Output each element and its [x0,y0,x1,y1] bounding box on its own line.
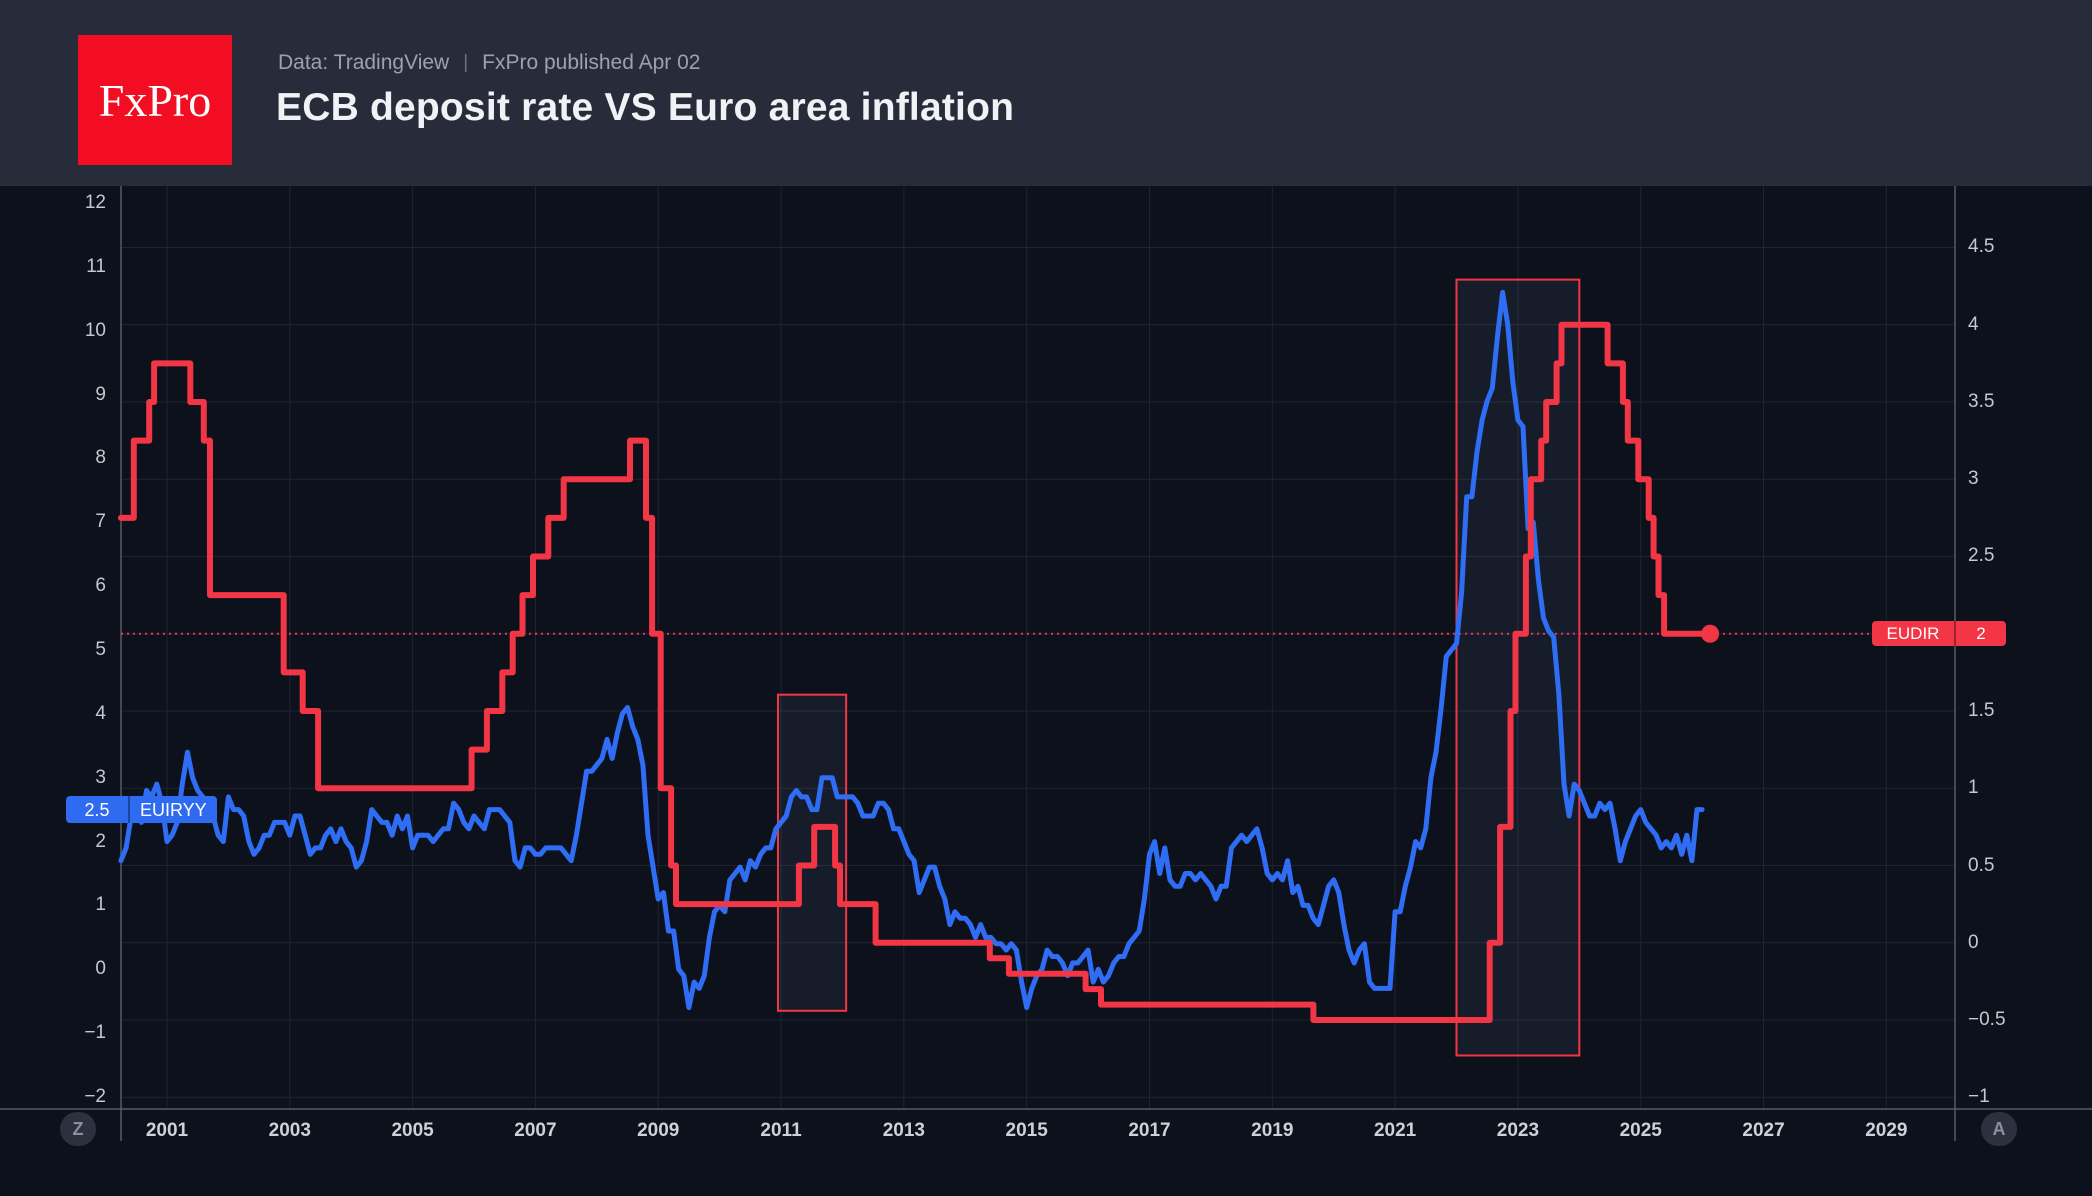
autoscale-button[interactable]: A [1981,1112,2017,1146]
time-axis-tick: 2015 [1005,1120,1048,1141]
left-axis-tick: 9 [95,383,106,405]
published-label: FxPro published Apr 02 [482,51,701,74]
eudir-last-value: 2 [1976,623,1986,643]
left-axis-tick: 2 [95,830,106,852]
time-axis-tick: 2025 [1619,1120,1662,1141]
time-axis-tick: 2023 [1496,1120,1540,1141]
euiryy-line [118,289,1705,1011]
left-axis-tick: 11 [86,255,106,277]
time-axis-tick: 2001 [145,1120,189,1141]
left-axis-tick: 6 [95,575,106,597]
right-axis-tick: 4.5 [1968,236,1995,258]
time-axis-tick: 2019 [1251,1120,1294,1141]
badge-divider [128,796,130,824]
plot-background [0,186,2092,1196]
eudir-ticker-label: EUDIR [1886,623,1940,643]
time-axis-tick: 2003 [268,1120,311,1141]
time-axis-tick: 2013 [882,1120,925,1141]
time-axis-tick: 2009 [637,1120,680,1141]
fxpro-logo-text: FxPro [98,74,212,126]
right-axis-tick: 2.5 [1968,545,1995,567]
eudir-price-badge: EUDIR 2 [1872,621,2006,647]
fxpro-logo: FxPro [78,35,232,165]
left-axis-tick: −1 [84,1022,106,1044]
time-axis-tick: 2005 [391,1120,434,1141]
timezone-button[interactable]: Z [60,1112,96,1146]
right-axis-tick: 0.5 [1968,854,1995,876]
right-axis-tick: 4 [1968,313,1979,335]
eudir-last-point-dot [1701,624,1720,643]
time-axis-tick: 2027 [1742,1120,1785,1141]
subtitle-separator: | [463,52,469,73]
left-axis-tick: 4 [95,702,106,724]
left-axis-tick: 5 [95,638,106,660]
euiryy-price-badge: 2.5 EUIRYY [66,796,217,824]
time-axis-tick: 2011 [760,1120,802,1141]
right-axis-tick: 3.5 [1968,390,1995,412]
data-source-label: Data: TradingView [278,51,450,74]
right-axis-tick: 0 [1968,931,1979,953]
right-axis-tick: 1.5 [1968,700,1995,721]
badge-divider [1954,621,1956,647]
left-axis-tick: 0 [95,958,106,980]
left-axis-tick: 10 [84,319,106,341]
euiryy-last-value: 2.5 [84,799,110,820]
left-axis-tick: 1 [95,894,106,916]
time-axis-tick: 2021 [1373,1120,1417,1141]
left-axis-tick: 12 [84,191,106,213]
chart-subtitle: Data: TradingView | FxPro published Apr … [278,50,700,76]
left-axis-tick: 3 [95,766,106,788]
right-axis-tick: 1 [1968,777,1979,799]
left-axis-tick: −2 [84,1085,106,1107]
time-axis-tick: 2017 [1128,1120,1171,1141]
time-axis-tick: 2007 [514,1120,557,1141]
euiryy-ticker-label: EUIRYY [140,799,207,820]
right-axis-tick: 3 [1968,468,1979,490]
left-axis-tick: 8 [95,447,106,469]
time-axis-tick: 2029 [1865,1120,1908,1141]
right-axis-tick: −0.5 [1968,1009,2006,1030]
chart-title: ECB deposit rate VS Euro area inflation [276,86,1015,129]
right-axis-tick: −1 [1968,1086,1990,1108]
left-axis-tick: 7 [95,511,106,533]
eudir-line [117,321,1714,1023]
header: FxPro Data: TradingView | FxPro publishe… [0,0,2092,186]
